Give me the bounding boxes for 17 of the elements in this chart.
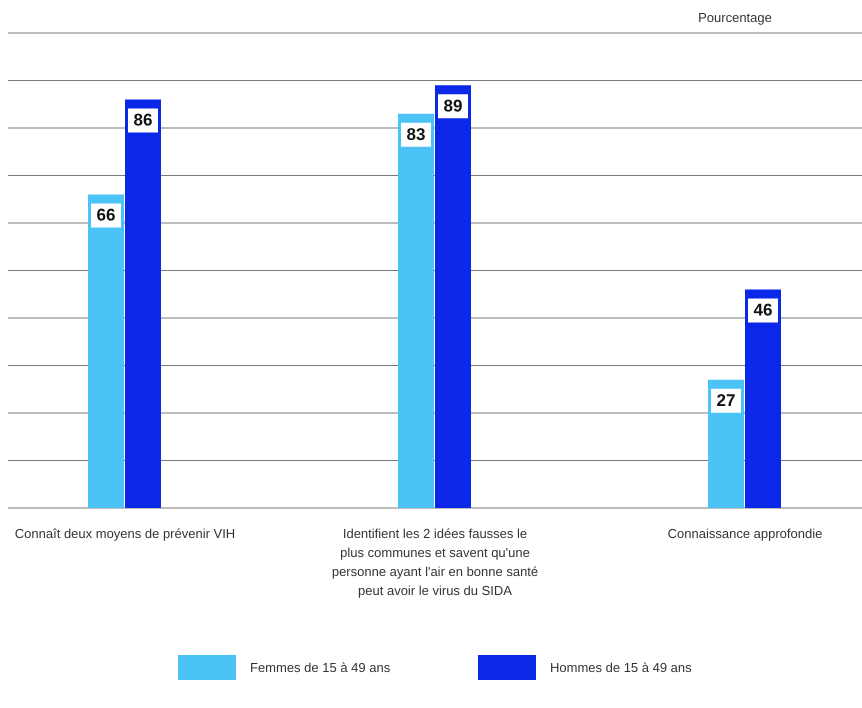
bar [745, 290, 781, 508]
x-tick-label: Connaissance approfondie [668, 526, 822, 541]
data-label: 66 [96, 206, 116, 224]
bar [125, 100, 161, 508]
x-tick-label: Connaît deux moyens de prévenir VIH [14, 526, 236, 541]
data-label: 89 [444, 96, 462, 116]
legend-label: Femmes de 15 à 49 ans [250, 660, 391, 675]
bar [88, 194, 124, 508]
bar [435, 85, 471, 508]
y-axis-title: Pourcentage [698, 10, 772, 25]
data-label: 83 [406, 124, 426, 144]
bar [398, 114, 434, 508]
data-label: 46 [754, 300, 772, 320]
data-label: 86 [134, 110, 152, 130]
x-tick-label: Identifient les 2 idées fausses le plus communes et savent qu'une personne ayant l'air en bonne santé peut avoir le virus du SIDA [332, 526, 538, 598]
legend-label: Hommes de 15 à 49 ans [550, 660, 692, 675]
data-label: 27 [716, 390, 736, 410]
